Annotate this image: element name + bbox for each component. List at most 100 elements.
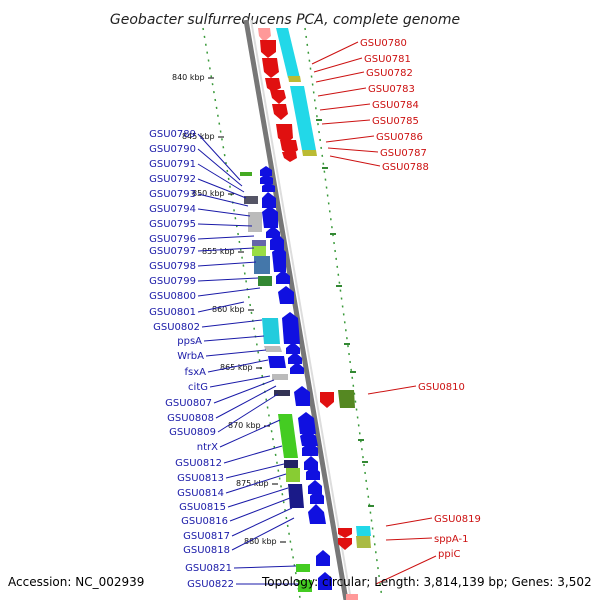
gene-label[interactable]: GSU0814 <box>177 488 224 499</box>
gene-arrow[interactable] <box>282 312 300 344</box>
gene-label[interactable]: GSU0789 <box>149 129 196 140</box>
gene-block[interactable] <box>240 172 252 176</box>
gene-block[interactable] <box>296 564 310 572</box>
gene-label[interactable]: GSU0782 <box>366 68 413 79</box>
gene-block[interactable] <box>284 460 298 468</box>
gene-arrow[interactable] <box>308 504 326 524</box>
gene-label[interactable]: GSU0788 <box>382 162 429 173</box>
gene-block[interactable] <box>288 484 304 508</box>
gene-arrow[interactable] <box>282 152 297 162</box>
gene-label[interactable]: GSU0790 <box>149 144 196 155</box>
gene-arrow[interactable] <box>276 270 290 284</box>
gene-block[interactable] <box>278 414 298 458</box>
gene-arrow[interactable] <box>318 572 332 590</box>
gene-label[interactable]: GSU0816 <box>181 516 228 527</box>
gene-arrow[interactable] <box>306 466 320 480</box>
gene-arrow[interactable] <box>262 58 279 78</box>
gene-arrow[interactable] <box>278 286 294 304</box>
gene-arrow[interactable] <box>298 412 316 434</box>
gene-label[interactable]: GSU0813 <box>177 473 224 484</box>
gene-label[interactable]: ppsA <box>177 336 202 347</box>
gene-block[interactable] <box>286 468 300 482</box>
gene-block[interactable] <box>272 374 288 380</box>
gene-label[interactable]: GSU0822 <box>187 579 234 590</box>
gene-label[interactable]: citG <box>188 382 208 393</box>
gene-arrow[interactable] <box>338 528 352 538</box>
gene-arrow[interactable] <box>272 104 288 120</box>
gene-label[interactable]: GSU0793 <box>149 189 196 200</box>
gene-label[interactable]: GSU0819 <box>434 514 481 525</box>
gene-label[interactable]: GSU0802 <box>153 322 200 333</box>
gene-arrow[interactable] <box>294 386 310 406</box>
gene-label[interactable]: GSU0781 <box>364 54 411 65</box>
gene-block[interactable] <box>244 196 258 204</box>
gene-arrow[interactable] <box>270 234 284 250</box>
gene-label[interactable]: GSU0807 <box>165 398 212 409</box>
gene-arrow[interactable] <box>290 362 304 374</box>
gene-block[interactable] <box>252 246 266 256</box>
gene-label[interactable]: GSU0780 <box>360 38 407 49</box>
gene-arrow[interactable] <box>320 392 334 408</box>
gene-block[interactable] <box>298 580 312 592</box>
gene-arrow[interactable] <box>272 246 286 272</box>
gene-label[interactable]: GSU0792 <box>149 174 196 185</box>
gene-arrow[interactable] <box>262 192 276 208</box>
gene-arrow[interactable] <box>262 182 275 192</box>
gene-arrow[interactable] <box>302 442 318 456</box>
gene-label[interactable]: GSU0818 <box>183 545 230 556</box>
gene-block[interactable] <box>254 256 270 274</box>
gene-label[interactable]: GSU0815 <box>179 502 226 513</box>
gene-arrow[interactable] <box>286 342 300 354</box>
gene-arrow[interactable] <box>270 90 286 104</box>
gene-label[interactable]: ppiC <box>438 549 460 560</box>
gene-label[interactable]: GSU0809 <box>169 427 216 438</box>
gene-label[interactable]: GSU0800 <box>149 291 196 302</box>
gene-label[interactable]: fsxA <box>185 367 207 378</box>
gene-block[interactable] <box>302 150 317 156</box>
gene-label[interactable]: GSU0783 <box>368 84 415 95</box>
gene-arrow[interactable] <box>300 430 318 446</box>
gene-label[interactable]: GSU0821 <box>185 563 232 574</box>
gene-label[interactable]: GSU0791 <box>149 159 196 170</box>
gene-arrow[interactable] <box>260 174 273 184</box>
gene-label[interactable]: GSU0812 <box>175 458 222 469</box>
gene-arrow[interactable] <box>310 490 324 504</box>
gene-block[interactable] <box>290 86 316 150</box>
gene-label[interactable]: GSU0784 <box>372 100 419 111</box>
gene-label[interactable]: GSU0795 <box>149 219 196 230</box>
gene-arrow[interactable] <box>258 28 271 42</box>
gene-label[interactable]: GSU0799 <box>149 276 196 287</box>
gene-label[interactable]: ntrX <box>197 442 218 453</box>
gene-label[interactable]: GSU0787 <box>380 148 427 159</box>
gene-block[interactable] <box>356 536 371 548</box>
gene-block[interactable] <box>262 318 280 344</box>
gene-arrow[interactable] <box>266 226 280 238</box>
gene-block[interactable] <box>268 356 286 368</box>
gene-block[interactable] <box>252 240 266 246</box>
gene-label[interactable]: GSU0786 <box>376 132 423 143</box>
gene-arrow[interactable] <box>346 594 358 600</box>
gene-label[interactable]: GSU0817 <box>183 531 230 542</box>
gene-label[interactable]: GSU0801 <box>149 307 196 318</box>
gene-block[interactable] <box>338 390 355 408</box>
gene-block[interactable] <box>258 276 272 286</box>
gene-block[interactable] <box>276 28 300 78</box>
gene-arrow[interactable] <box>265 78 281 92</box>
gene-label[interactable]: GSU0808 <box>167 413 214 424</box>
gene-arrow[interactable] <box>288 352 302 364</box>
gene-arrow[interactable] <box>260 166 272 176</box>
gene-label[interactable]: GSU0785 <box>372 116 419 127</box>
gene-label[interactable]: GSU0796 <box>149 234 196 245</box>
gene-arrow[interactable] <box>338 538 352 550</box>
gene-label[interactable]: GSU0797 <box>149 246 196 257</box>
gene-label[interactable]: WrbA <box>177 351 204 362</box>
gene-label[interactable]: sppA-1 <box>434 534 469 545</box>
gene-label[interactable]: GSU0798 <box>149 261 196 272</box>
gene-arrow[interactable] <box>308 480 322 494</box>
gene-block[interactable] <box>248 212 262 232</box>
gene-label[interactable]: GSU0794 <box>149 204 196 215</box>
gene-arrow[interactable] <box>276 124 293 144</box>
gene-block[interactable] <box>356 526 371 536</box>
gene-arrow[interactable] <box>316 550 330 566</box>
gene-arrow[interactable] <box>304 456 318 470</box>
